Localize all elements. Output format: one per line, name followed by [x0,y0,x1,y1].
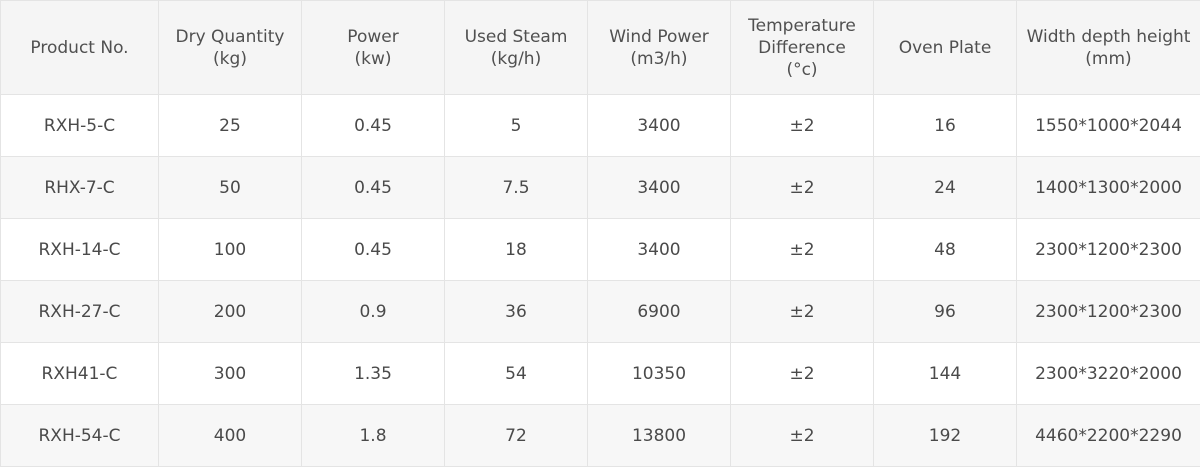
cell-wind-power: 13800 [587,404,731,467]
header-text: Used Steam [464,26,568,47]
cell-used-steam: 5 [444,94,588,157]
header-text: Dry Quantity [175,26,285,47]
cell-temperature-difference: ±2 [730,218,874,281]
cell-oven-plate: 48 [873,218,1017,281]
header-text: Oven Plate [898,37,992,58]
cell-temperature-difference: ±2 [730,156,874,219]
header-text: Product No. [30,37,129,58]
cell-product-no: RXH-5-C [0,94,159,157]
header-wind-power: Wind Power (m3/h) [587,0,731,95]
header-text: Wind Power [609,26,709,47]
cell-temperature-difference: ±2 [730,404,874,467]
cell-oven-plate: 16 [873,94,1017,157]
cell-dimensions: 2300*3220*2000 [1016,342,1200,405]
cell-dry-quantity: 50 [158,156,302,219]
cell-dry-quantity: 200 [158,280,302,343]
cell-product-no: RXH-27-C [0,280,159,343]
header-used-steam: Used Steam (kg/h) [444,0,588,95]
table-row: RXH-5-C 25 0.45 5 3400 ±2 16 1550*1000*2… [0,94,1200,157]
cell-temperature-difference: ±2 [730,342,874,405]
header-product-no: Product No. [0,0,159,95]
table-row: RXH-54-C 400 1.8 72 13800 ±2 192 4460*22… [0,404,1200,467]
cell-oven-plate: 96 [873,280,1017,343]
cell-dimensions: 1400*1300*2000 [1016,156,1200,219]
cell-dimensions: 1550*1000*2044 [1016,94,1200,157]
cell-power: 0.45 [301,156,445,219]
cell-power: 0.45 [301,94,445,157]
header-text: Width depth height [1026,26,1191,47]
cell-wind-power: 10350 [587,342,731,405]
header-dimensions: Width depth height (mm) [1016,0,1200,95]
cell-product-no: RXH41-C [0,342,159,405]
table-row: RXH-14-C 100 0.45 18 3400 ±2 48 2300*120… [0,218,1200,281]
cell-wind-power: 3400 [587,94,731,157]
header-unit: (m3/h) [630,48,688,69]
table-row: RXH-27-C 200 0.9 36 6900 ±2 96 2300*1200… [0,280,1200,343]
header-row: Product No. Dry Quantity (kg) Power (kw)… [0,0,1200,95]
cell-dimensions: 4460*2200*2290 [1016,404,1200,467]
cell-power: 0.9 [301,280,445,343]
cell-dry-quantity: 300 [158,342,302,405]
cell-dimensions: 2300*1200*2300 [1016,280,1200,343]
cell-dimensions: 2300*1200*2300 [1016,218,1200,281]
cell-product-no: RHX-7-C [0,156,159,219]
cell-used-steam: 18 [444,218,588,281]
cell-used-steam: 72 [444,404,588,467]
header-dry-quantity: Dry Quantity (kg) [158,0,302,95]
cell-temperature-difference: ±2 [730,94,874,157]
cell-dry-quantity: 25 [158,94,302,157]
cell-oven-plate: 144 [873,342,1017,405]
header-temperature-difference: Temperature Difference (°c) [730,0,874,95]
header-text: Difference [758,37,846,58]
cell-used-steam: 54 [444,342,588,405]
header-oven-plate: Oven Plate [873,0,1017,95]
cell-power: 1.8 [301,404,445,467]
cell-dry-quantity: 400 [158,404,302,467]
header-text: Temperature [748,15,856,36]
cell-power: 0.45 [301,218,445,281]
cell-used-steam: 36 [444,280,588,343]
cell-product-no: RXH-54-C [0,404,159,467]
cell-dry-quantity: 100 [158,218,302,281]
header-text: Power [347,26,399,47]
cell-used-steam: 7.5 [444,156,588,219]
cell-power: 1.35 [301,342,445,405]
header-unit: (°c) [786,59,818,80]
header-unit: (kw) [354,48,392,69]
cell-product-no: RXH-14-C [0,218,159,281]
header-unit: (mm) [1085,48,1132,69]
cell-oven-plate: 192 [873,404,1017,467]
header-power: Power (kw) [301,0,445,95]
table-row: RXH41-C 300 1.35 54 10350 ±2 144 2300*32… [0,342,1200,405]
cell-wind-power: 6900 [587,280,731,343]
cell-oven-plate: 24 [873,156,1017,219]
cell-wind-power: 3400 [587,218,731,281]
cell-temperature-difference: ±2 [730,280,874,343]
cell-wind-power: 3400 [587,156,731,219]
header-unit: (kg/h) [490,48,542,69]
table-row: RHX-7-C 50 0.45 7.5 3400 ±2 24 1400*1300… [0,156,1200,219]
header-unit: (kg) [213,48,247,69]
